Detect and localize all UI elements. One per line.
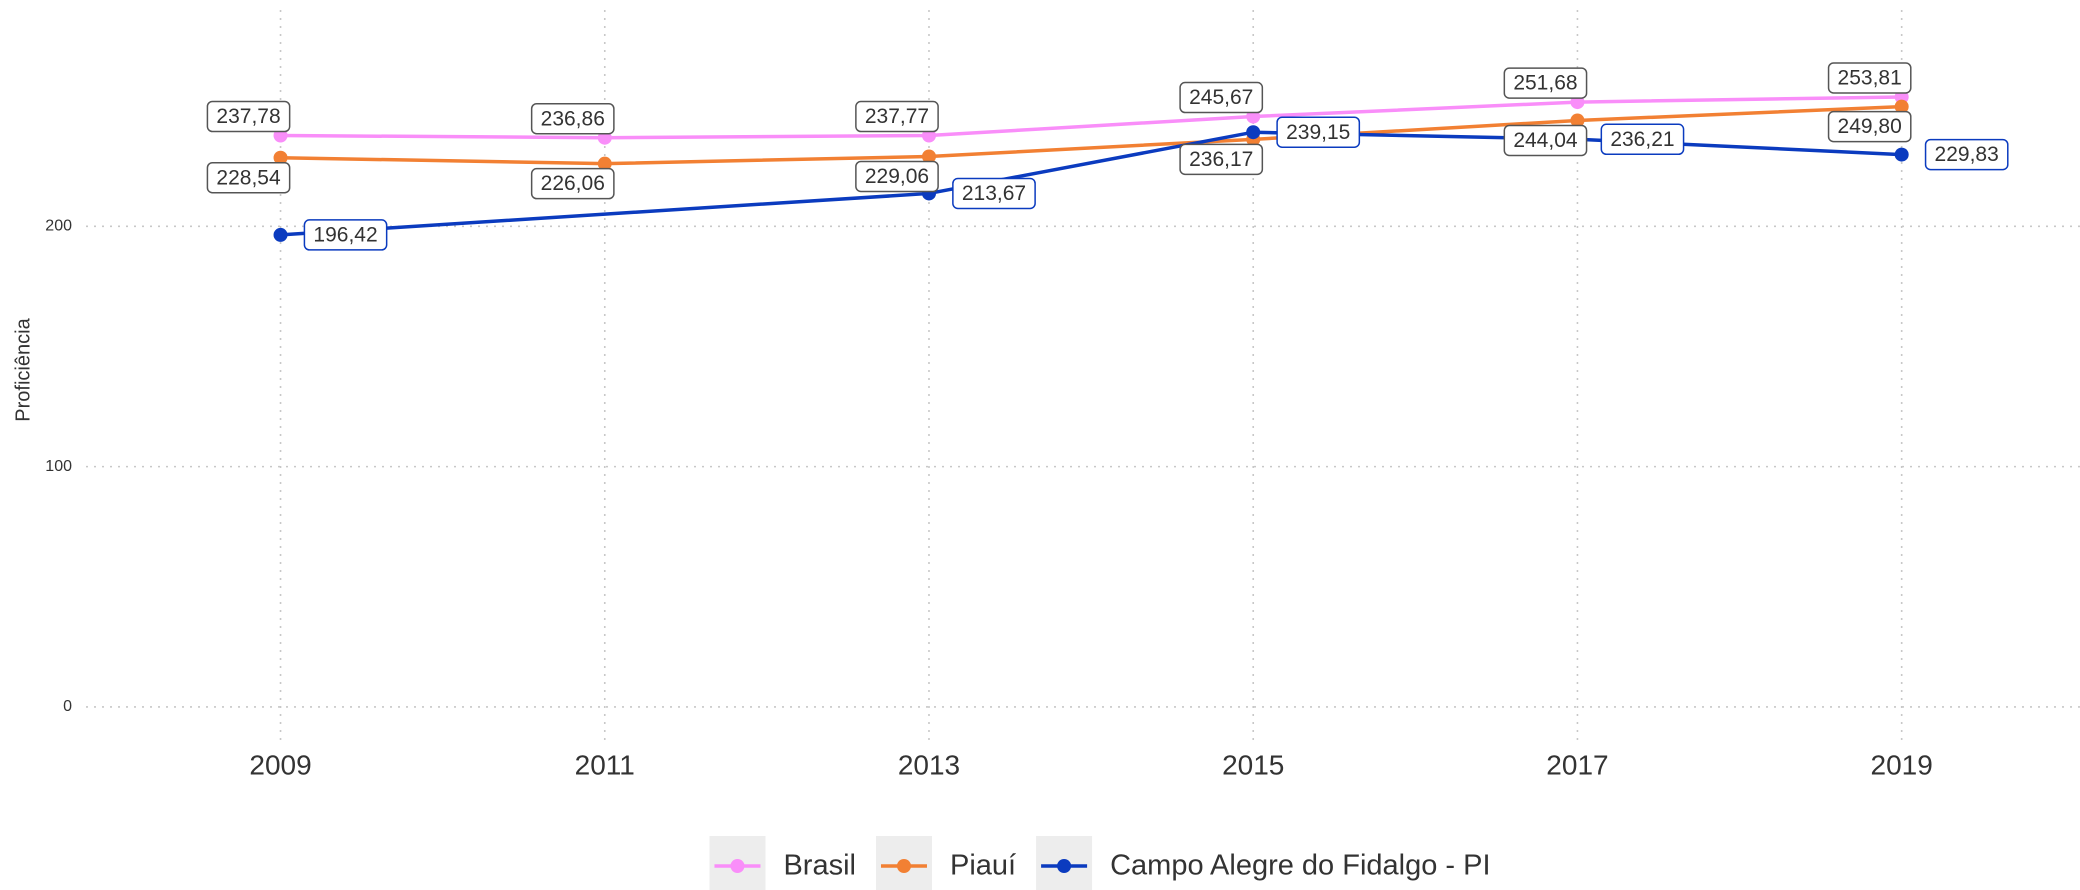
data-label-box (1503, 124, 1588, 157)
data-label: 236,17 (1189, 148, 1253, 171)
data-label-box (855, 100, 939, 133)
data-label-box (952, 177, 1036, 210)
data-label: 239,15 (1286, 121, 1350, 144)
x-tick-label: 2015 (1222, 749, 1284, 780)
data-label-box (206, 100, 291, 133)
x-tick-label: 2019 (1871, 749, 1933, 780)
data-point (597, 156, 612, 171)
labels: 237,78 236,86 237,77 245,67 251,68 253,81 228,… (206, 62, 2009, 251)
legend-label: Brasil (783, 850, 856, 882)
data-label: 253,81 (1838, 67, 1902, 90)
x-tick-label: 2009 (249, 749, 311, 780)
y-tick-label: 100 (45, 458, 72, 475)
data-label-box (530, 102, 615, 135)
data-label-box (855, 160, 939, 193)
data-label-box (1276, 116, 1361, 148)
data-label: 237,78 (216, 105, 280, 128)
data-point (1894, 147, 1909, 162)
data-point (1570, 113, 1585, 128)
data-label-box (1179, 81, 1264, 114)
series-line (280, 104, 1902, 166)
data-point (273, 150, 288, 165)
y-axis-label: Proficiência (12, 317, 34, 421)
data-label-box (1827, 62, 1912, 94)
y-tick-label: 0 (63, 698, 72, 715)
y-tick-label: 200 (45, 218, 72, 235)
x-tick-label: 2013 (898, 749, 960, 780)
legend-key-dot (896, 859, 911, 873)
data-point (273, 227, 288, 242)
data-point (921, 149, 936, 164)
data-point (1246, 125, 1261, 140)
data-label: 237,77 (865, 105, 929, 128)
legend-key-dot (730, 859, 745, 873)
data-label: 245,67 (1189, 86, 1253, 109)
data-label: 196,42 (313, 223, 377, 246)
x-tick-label: 2011 (575, 749, 635, 780)
series-line (280, 95, 1902, 140)
data-label-box (206, 161, 291, 194)
data-label: 236,86 (541, 107, 605, 130)
data-label: 236,21 (1610, 128, 1674, 151)
data-label: 213,67 (962, 182, 1026, 205)
data-label-box (303, 219, 388, 251)
data-label-box (1503, 67, 1588, 99)
data-label-box (1179, 143, 1264, 176)
legend-key-dot (1057, 859, 1072, 873)
data-label: 251,68 (1513, 72, 1577, 95)
data-point (1894, 99, 1909, 114)
data-label: 244,04 (1513, 129, 1578, 152)
data-label: 229,06 (865, 165, 929, 188)
legend: Brasil Piauí Campo Alegre do Fidalgo - PI (709, 836, 1491, 890)
data-label: 228,54 (216, 166, 281, 189)
data-label: 249,80 (1838, 115, 1902, 138)
data-label-box (530, 167, 615, 200)
data-label: 229,83 (1935, 143, 1999, 166)
legend-label: Piauí (950, 850, 1016, 882)
legend-label: Campo Alegre do Fidalgo - PI (1110, 850, 1490, 882)
x-tick-label: 2017 (1546, 749, 1608, 780)
data-label-box (1600, 123, 1685, 156)
data-label-box (1827, 110, 1912, 143)
data-label: 226,06 (541, 172, 605, 195)
data-label-box (1924, 138, 2009, 171)
